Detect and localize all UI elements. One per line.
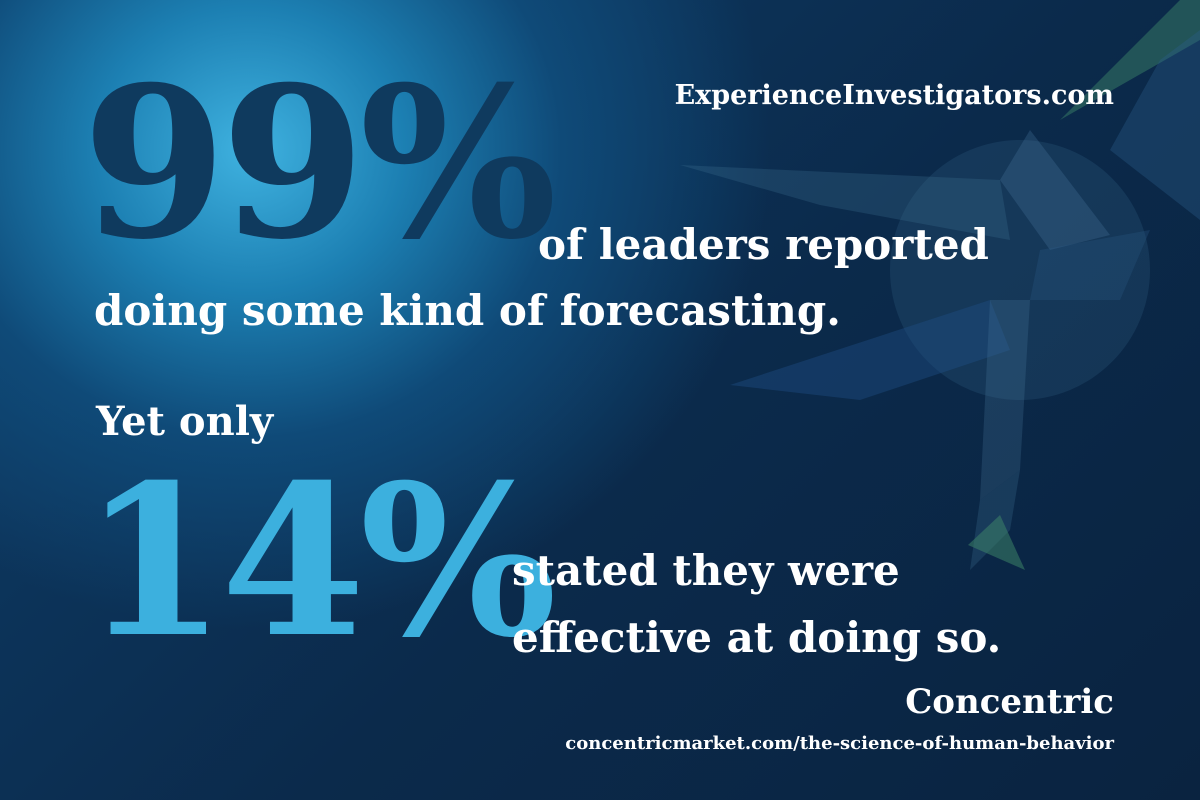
- website-label: ExperienceInvestigators.com: [674, 80, 1114, 111]
- stat2-text-line1: stated they were: [512, 546, 900, 595]
- stat1-text-line1: of leaders reported: [538, 220, 989, 269]
- transition-text: Yet only: [96, 398, 274, 445]
- source-brand: Concentric: [905, 682, 1114, 722]
- stat1-percent: 99%: [82, 42, 557, 286]
- stat2-text-line2: effective at doing so.: [512, 613, 1002, 662]
- stat1-text-line2: doing some kind of forecasting.: [94, 286, 841, 335]
- stat2-percent: 14%: [82, 440, 557, 684]
- source-url: concentricmarket.com/the-science-of-huma…: [565, 733, 1114, 754]
